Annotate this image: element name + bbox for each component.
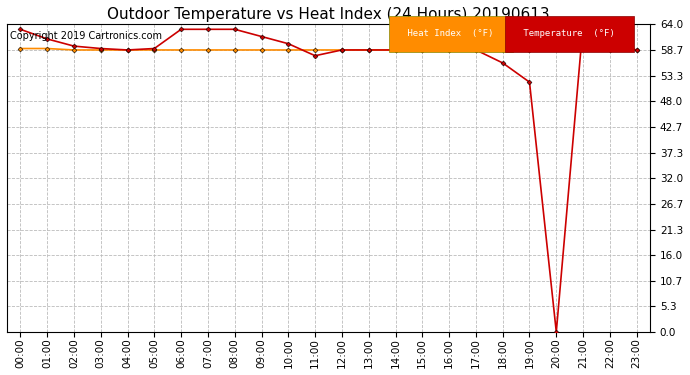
Title: Outdoor Temperature vs Heat Index (24 Hours) 20190613: Outdoor Temperature vs Heat Index (24 Ho… bbox=[107, 7, 550, 22]
Text: Heat Index  (°F): Heat Index (°F) bbox=[402, 29, 500, 38]
Text: Temperature  (°F): Temperature (°F) bbox=[518, 29, 620, 38]
Text: Copyright 2019 Cartronics.com: Copyright 2019 Cartronics.com bbox=[10, 31, 162, 40]
